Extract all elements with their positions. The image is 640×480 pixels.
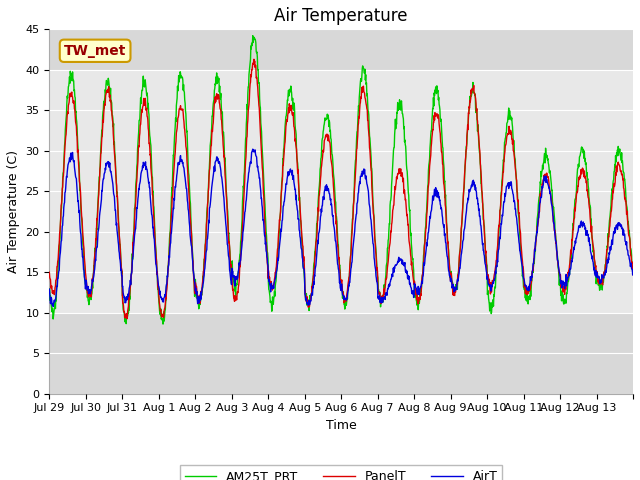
- Legend: AM25T_PRT, PanelT, AirT: AM25T_PRT, PanelT, AirT: [180, 466, 502, 480]
- AirT: [49, 304, 57, 310]
- Text: TW_met: TW_met: [64, 44, 126, 58]
- PanelT: [480, 217, 488, 223]
- AM25T_PRT: [45, 286, 53, 292]
- PanelT: [316, 188, 324, 193]
- AirT: [629, 267, 637, 273]
- AM25T_PRT: [480, 217, 488, 223]
- AM25T_PRT: [137, 95, 145, 101]
- X-axis label: Time: Time: [326, 419, 356, 432]
- AirT: [327, 196, 335, 202]
- AM25T_PRT: [629, 268, 637, 274]
- AirT: [45, 287, 53, 292]
- Title: Air Temperature: Air Temperature: [275, 7, 408, 25]
- Bar: [49, 70, 633, 312]
- PanelT: [123, 316, 131, 322]
- AM25T_PRT: [565, 269, 573, 275]
- AirT: [316, 225, 324, 231]
- AirT: [137, 171, 145, 177]
- AM25T_PRT: [249, 33, 257, 38]
- AM25T_PRT: [622, 200, 630, 205]
- PanelT: [45, 269, 53, 275]
- AM25T_PRT: [316, 178, 324, 183]
- AM25T_PRT: [327, 135, 335, 141]
- Line: AM25T_PRT: AM25T_PRT: [49, 36, 633, 324]
- AirT: [249, 146, 257, 152]
- AM25T_PRT: [159, 321, 167, 327]
- PanelT: [565, 266, 573, 272]
- PanelT: [250, 56, 258, 62]
- AirT: [565, 270, 573, 276]
- PanelT: [327, 155, 335, 161]
- Line: AirT: AirT: [49, 149, 633, 307]
- Y-axis label: Air Temperature (C): Air Temperature (C): [7, 150, 20, 273]
- PanelT: [137, 116, 145, 122]
- AirT: [622, 242, 630, 248]
- PanelT: [629, 272, 637, 277]
- AirT: [480, 248, 488, 253]
- Line: PanelT: PanelT: [49, 59, 633, 319]
- PanelT: [622, 204, 630, 210]
